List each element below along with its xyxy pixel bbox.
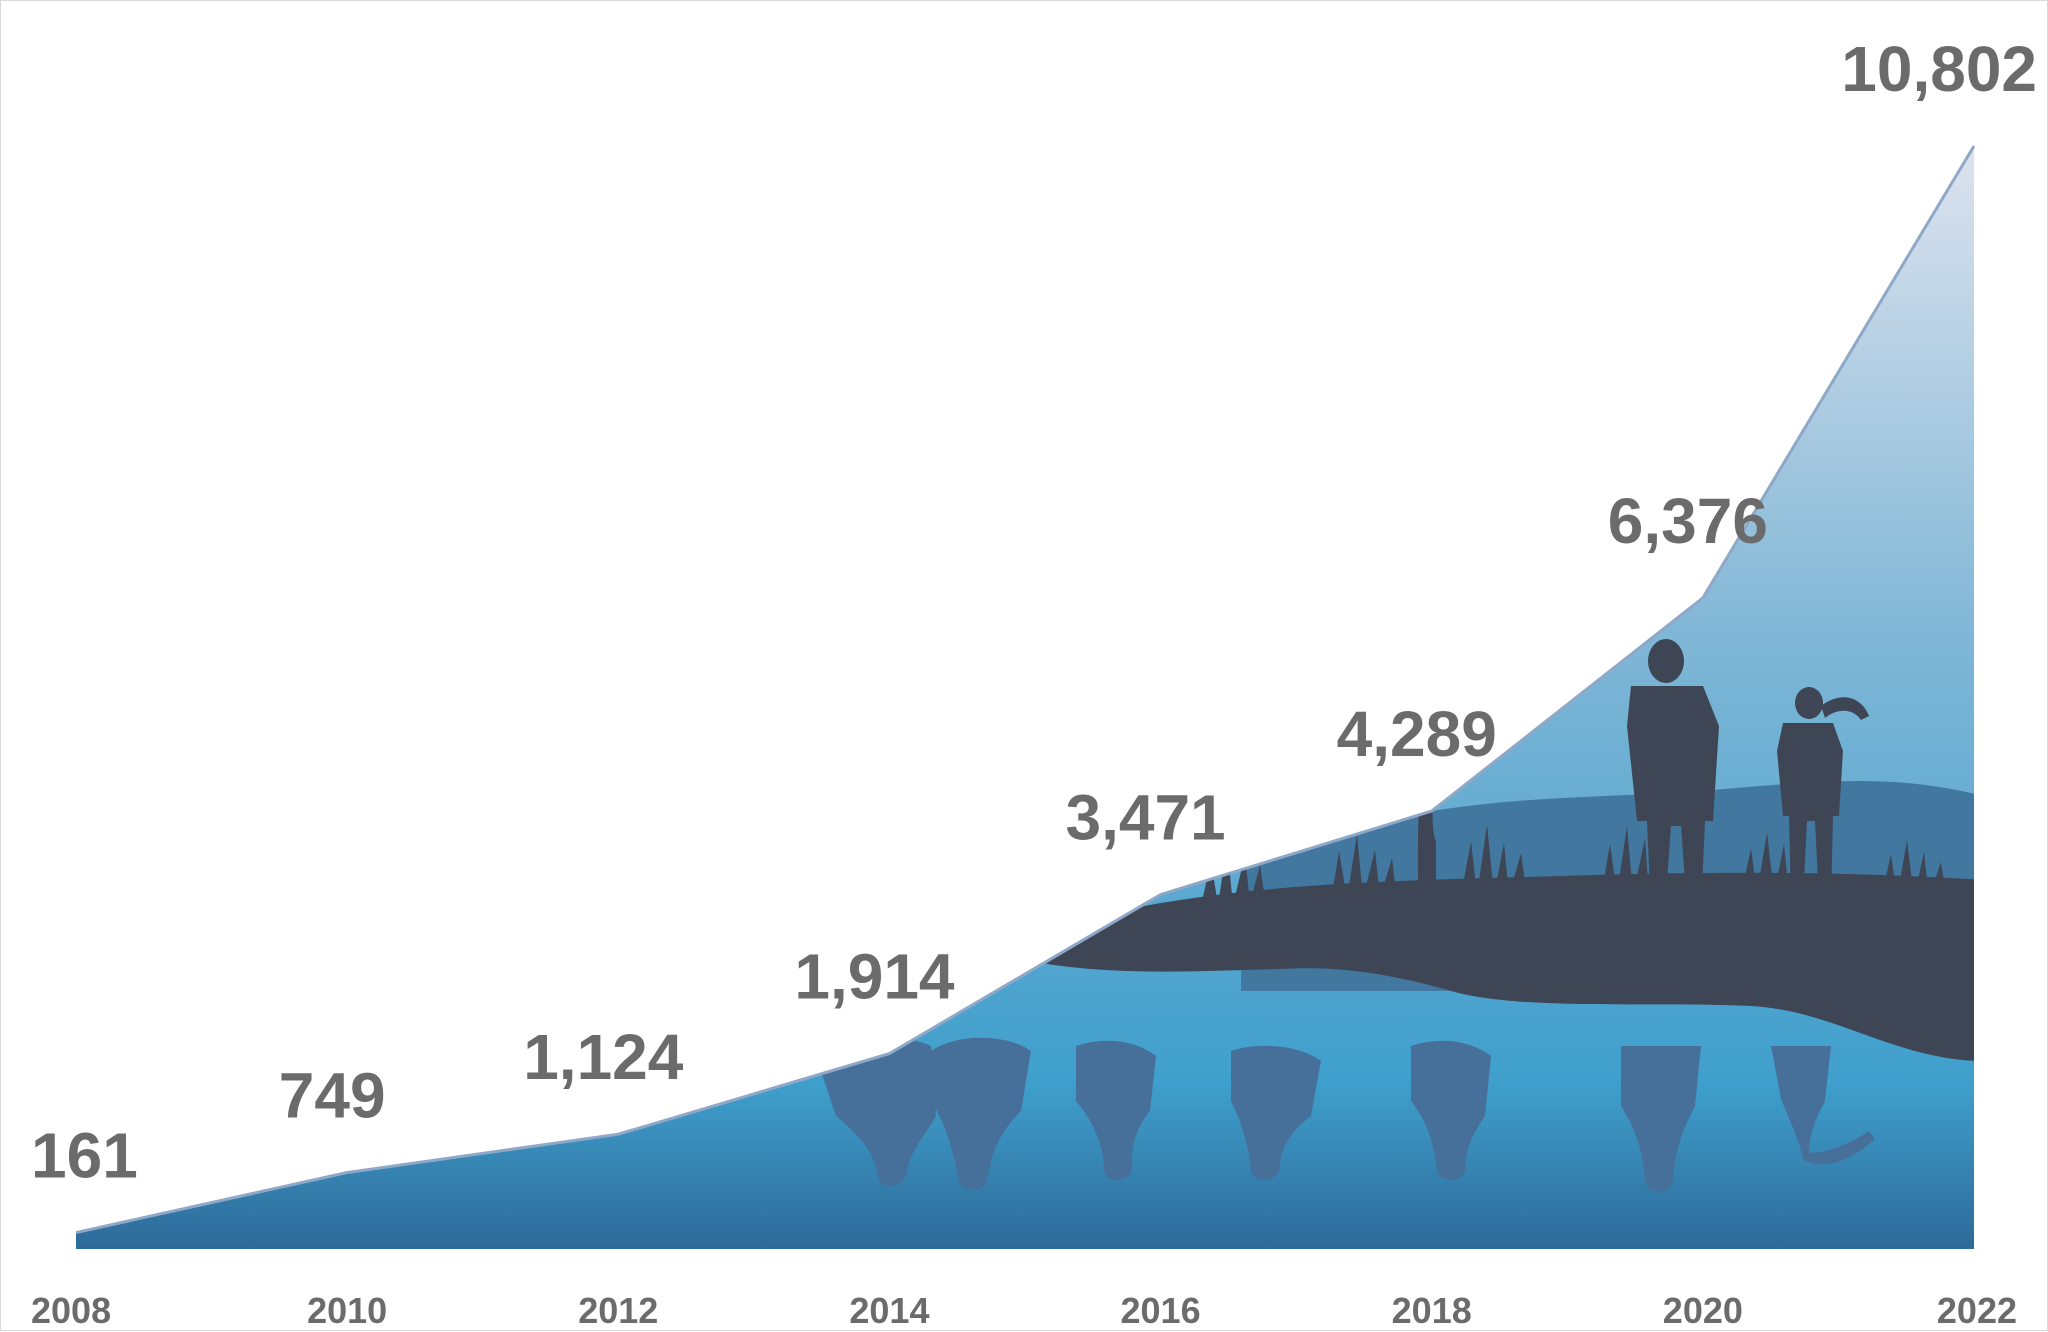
data-label: 1,914 bbox=[794, 941, 955, 1013]
x-tick-label: 2008 bbox=[31, 1290, 111, 1331]
data-label: 6,376 bbox=[1608, 485, 1768, 557]
x-tick-label: 2016 bbox=[1121, 1290, 1201, 1331]
x-axis-tick-labels: 2008 2010 2012 2014 2016 2018 2020 2022 bbox=[31, 1290, 2017, 1331]
data-label: 749 bbox=[279, 1060, 386, 1132]
data-label: 161 bbox=[31, 1120, 138, 1192]
shore-land bbox=[1041, 872, 1974, 1062]
data-label: 4,289 bbox=[1337, 698, 1497, 770]
water-reflections bbox=[821, 1037, 1875, 1193]
x-tick-label: 2018 bbox=[1392, 1290, 1472, 1331]
value-labels: 161 749 1,124 1,914 3,471 4,289 6,376 10,802 bbox=[31, 33, 2037, 1192]
data-label: 1,124 bbox=[523, 1021, 684, 1093]
data-label: 3,471 bbox=[1065, 782, 1225, 854]
landscape-scene-illustration bbox=[821, 639, 1974, 1193]
x-tick-label: 2014 bbox=[849, 1290, 929, 1331]
x-tick-label: 2010 bbox=[307, 1290, 387, 1331]
x-tick-label: 2012 bbox=[578, 1290, 658, 1331]
x-tick-label: 2022 bbox=[1937, 1290, 2017, 1331]
x-tick-label: 2020 bbox=[1663, 1290, 1743, 1331]
people-silhouettes bbox=[1417, 639, 1869, 911]
data-label: 10,802 bbox=[1841, 33, 2037, 105]
area-outline bbox=[75, 145, 1976, 1235]
